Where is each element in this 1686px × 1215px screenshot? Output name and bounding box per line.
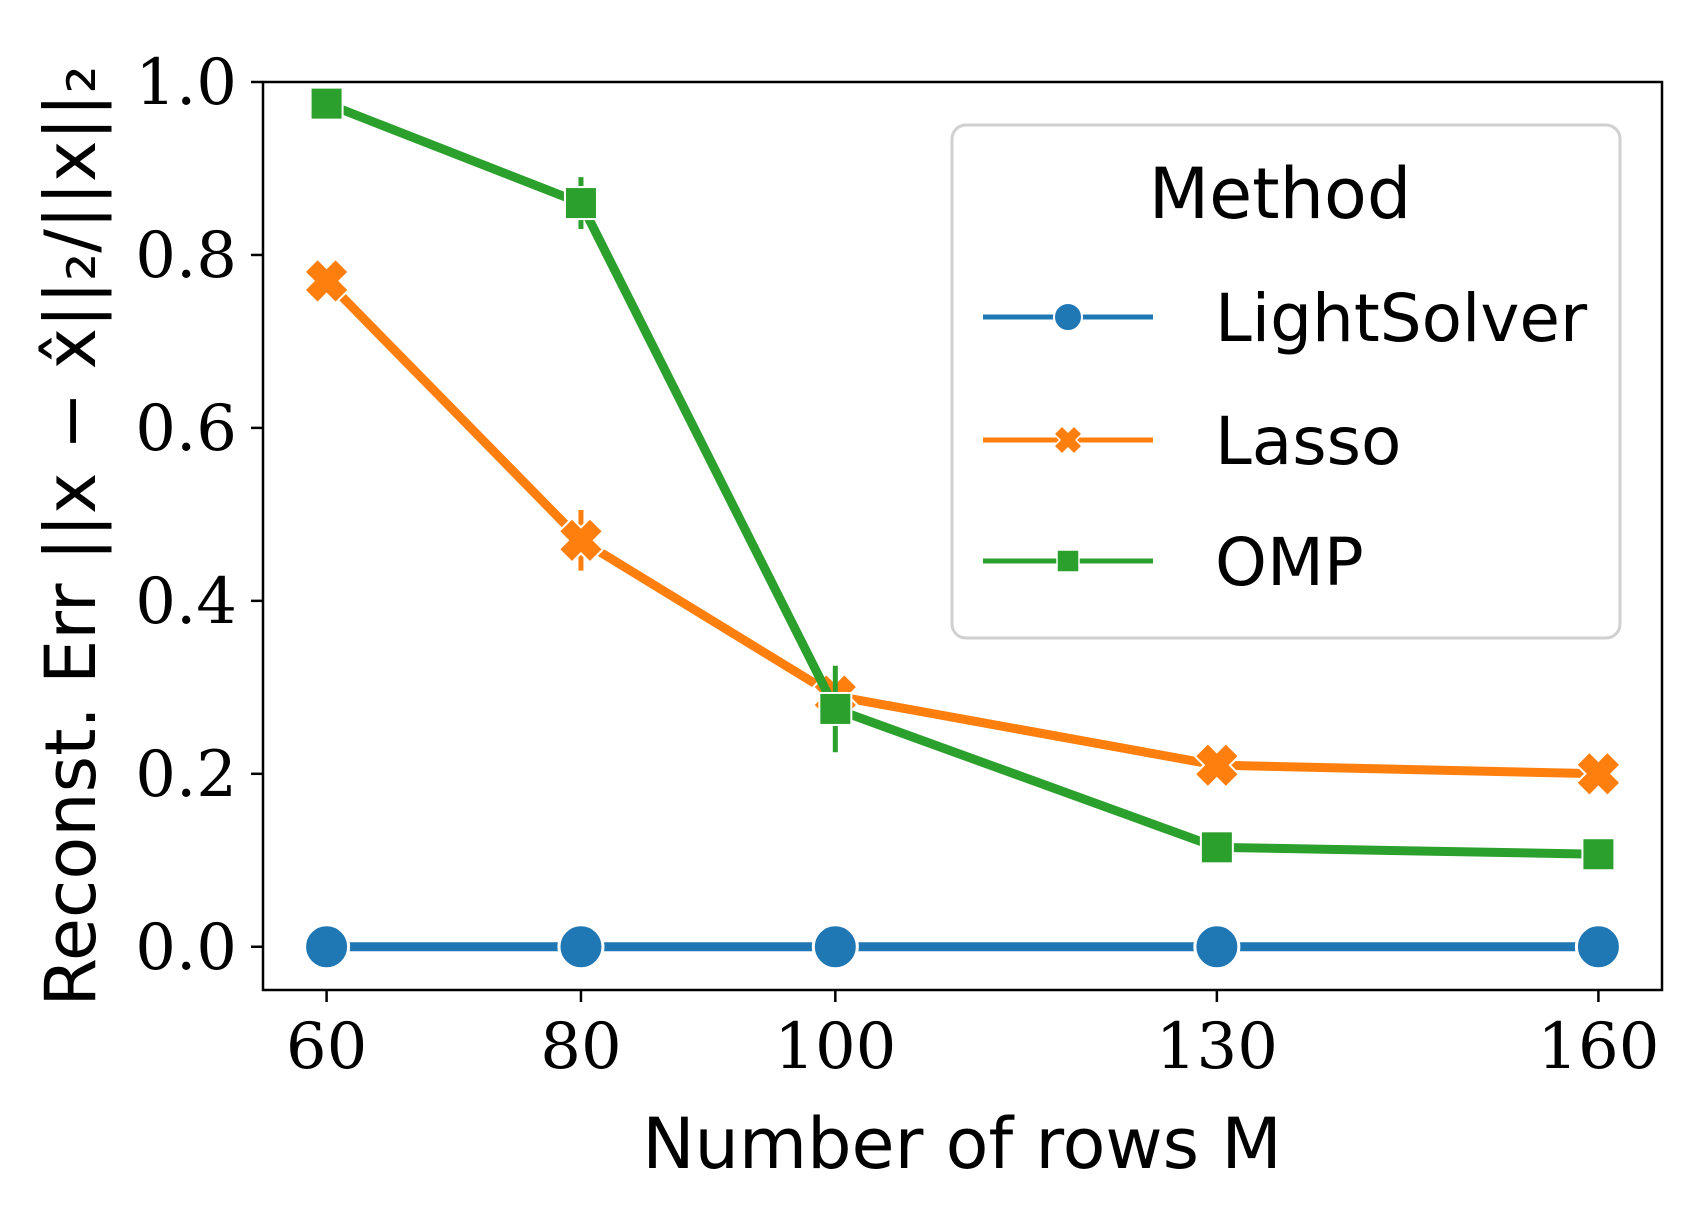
- y-tick-label-0.2: 0.2: [135, 738, 237, 812]
- x-axis-label: Number of rows M: [642, 1103, 1282, 1185]
- axis-ticks: 60 80 100 130 160 0.0 0.2 0.4 0.6 0.8 1.0: [135, 46, 1659, 1084]
- series-omp: [309, 86, 1616, 872]
- x-tick-label-100: 100: [774, 1010, 896, 1084]
- legend: Method LightSolver Lasso OMP: [950, 123, 1622, 640]
- point-omp-80: [563, 186, 598, 221]
- point-lightsolver-60: [303, 923, 351, 971]
- point-lightsolver-80: [557, 923, 605, 971]
- legend-entry-lightsolver: LightSolver: [983, 280, 1588, 357]
- legend-label-lightsolver: LightSolver: [1215, 280, 1588, 357]
- x-tick-label-80: 80: [540, 1010, 621, 1084]
- point-omp-160: [1581, 837, 1616, 872]
- series-lightsolver: [303, 923, 1622, 971]
- legend-label-omp: OMP: [1215, 524, 1364, 601]
- y-tick-label-0.0: 0.0: [135, 911, 237, 985]
- legend-entry-lasso: Lasso: [983, 403, 1401, 480]
- point-lasso-60: [303, 257, 351, 305]
- legend-label-lasso: Lasso: [1215, 403, 1401, 480]
- legend-marker-omp: [1056, 549, 1080, 573]
- series-layer: [303, 86, 1622, 971]
- point-lasso-160: [1574, 750, 1622, 798]
- x-tick-label-130: 130: [1156, 1010, 1278, 1084]
- legend-marker-lightsolver: [1053, 302, 1083, 332]
- y-tick-label-1.0: 1.0: [135, 46, 237, 120]
- x-tick-label-60: 60: [286, 1010, 367, 1084]
- x-tick-label-160: 160: [1537, 1010, 1659, 1084]
- point-omp-60: [309, 86, 344, 121]
- y-tick-label-0.8: 0.8: [135, 219, 237, 293]
- legend-title: Method: [1149, 153, 1412, 235]
- point-omp-130: [1199, 830, 1234, 865]
- point-lasso-80: [557, 516, 605, 564]
- point-omp-100: [818, 691, 853, 726]
- point-lightsolver-130: [1193, 923, 1241, 971]
- y-tick-label-0.4: 0.4: [135, 565, 237, 639]
- y-tick-label-0.6: 0.6: [135, 392, 237, 466]
- y-axis-label: Reconst. Err ||x − x̂||₂/||x||₂: [30, 65, 112, 1006]
- point-lightsolver-160: [1574, 923, 1622, 971]
- legend-marker-lasso: [1052, 424, 1084, 456]
- legend-box: [950, 123, 1622, 640]
- point-lasso-130: [1193, 741, 1241, 789]
- legend-entry-omp: OMP: [983, 524, 1364, 601]
- point-lightsolver-100: [811, 923, 859, 971]
